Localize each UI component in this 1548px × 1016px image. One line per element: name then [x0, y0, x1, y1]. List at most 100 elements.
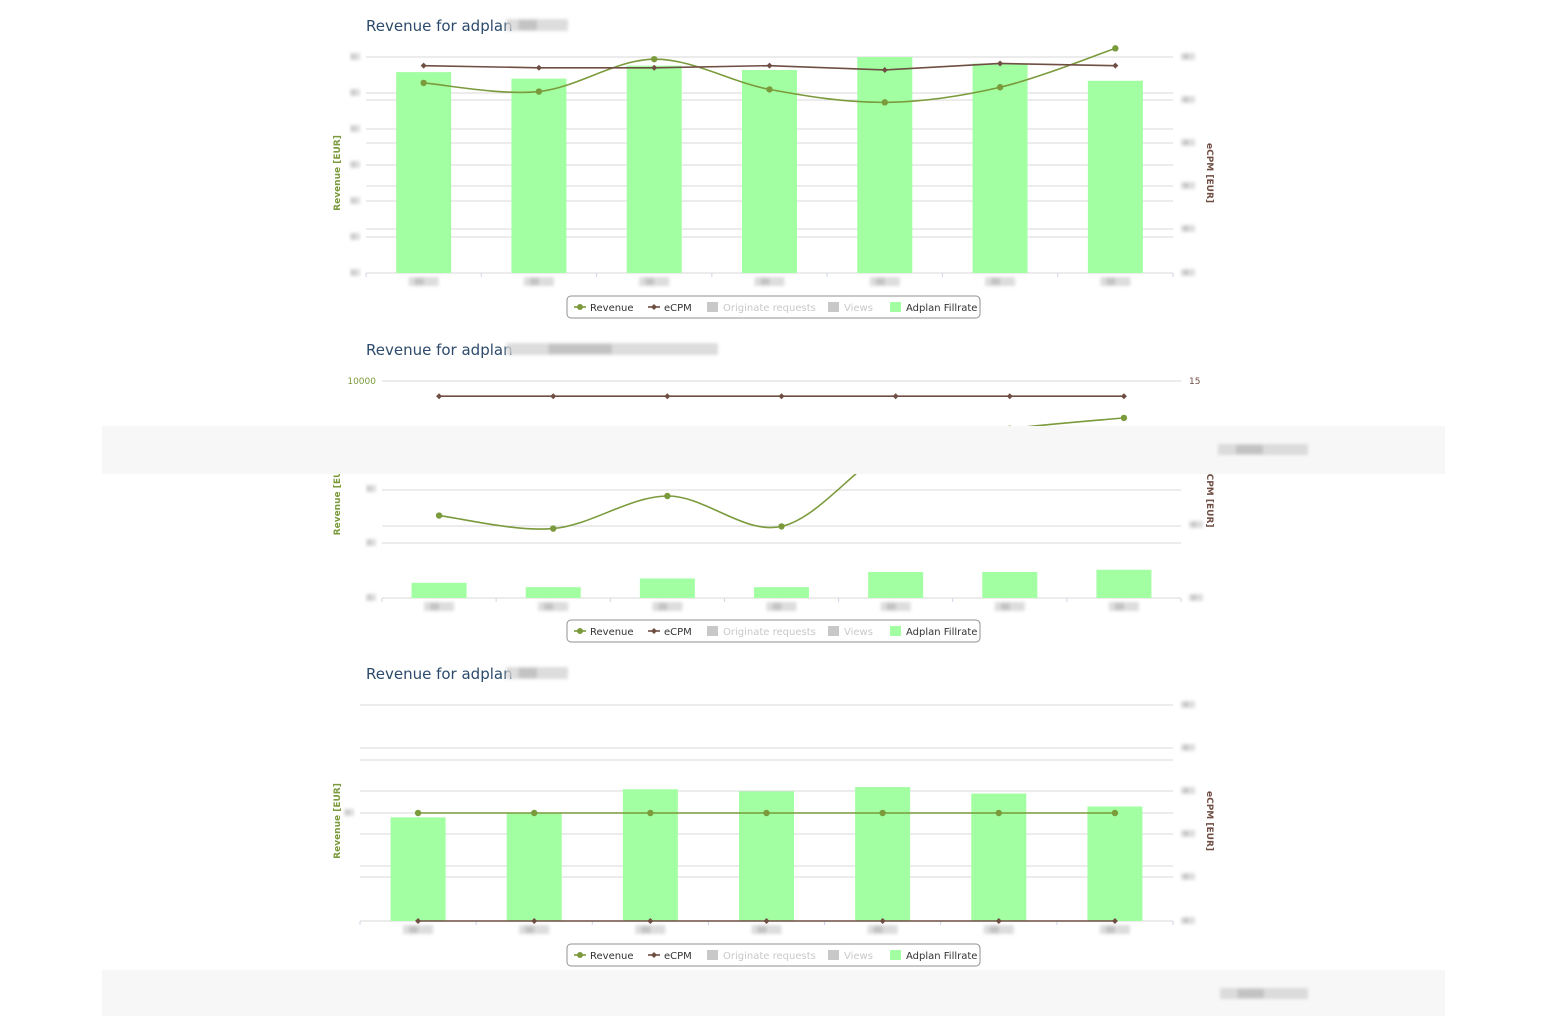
legend-item-views[interactable]: Views [828, 950, 873, 962]
revenue-point[interactable] [766, 86, 773, 93]
legend-item-adplan-fillrate[interactable]: Adplan Fillrate [890, 302, 977, 314]
y-axis-left [344, 809, 354, 816]
legend-item-adplan-fillrate[interactable]: Adplan Fillrate [890, 626, 977, 638]
ecpm-point[interactable] [415, 918, 422, 924]
legend-item-adplan-fillrate[interactable]: Adplan Fillrate [890, 950, 977, 962]
y2-tick-label [1181, 53, 1195, 60]
legend-item-originate-requests[interactable]: Originate requests [707, 626, 816, 638]
fillrate-bar[interactable] [855, 787, 911, 921]
fillrate-bar[interactable] [396, 72, 452, 274]
chart-2: Revenue for adplan 10000 15 Revenue [EUR] eC… [333, 341, 1214, 643]
y-tick-label [366, 594, 376, 601]
ecpm-point[interactable] [892, 393, 899, 400]
chart-title-text: Revenue for adplan [366, 341, 513, 359]
x-tick-label [751, 925, 782, 934]
ecpm-point[interactable] [997, 60, 1004, 67]
ecpm-point[interactable] [420, 62, 427, 69]
fillrate-bar[interactable] [390, 817, 446, 921]
ecpm-series [420, 60, 1119, 73]
legend-item-originate-requests[interactable]: Originate requests [707, 950, 816, 962]
fillrate-bar[interactable] [639, 578, 695, 598]
y-tick-label [350, 125, 360, 132]
legend: Revenue eCPM Originate requests Views Adplan… [566, 295, 981, 319]
redacted-adplan-name [506, 19, 568, 31]
ecpm-point[interactable] [647, 918, 654, 924]
ecpm-point[interactable] [1120, 393, 1127, 400]
revenue-point[interactable] [664, 492, 671, 500]
ecpm-point[interactable] [531, 918, 538, 924]
y-tick-label [350, 269, 360, 276]
revenue-point[interactable] [1120, 414, 1128, 422]
revenue-point[interactable] [995, 809, 1002, 817]
fillrate-bar[interactable] [754, 587, 809, 598]
legend-item-ecpm[interactable]: eCPM [648, 627, 692, 638]
ecpm-point[interactable] [651, 64, 658, 71]
ecpm-point[interactable] [881, 66, 888, 73]
ecpm-point[interactable] [535, 64, 542, 71]
fillrate-bar[interactable] [525, 587, 581, 598]
revenue-point[interactable] [647, 809, 654, 817]
fillrate-bar[interactable] [972, 63, 1028, 274]
fillrate-bar[interactable] [982, 571, 1038, 598]
legend-item-views[interactable]: Views [828, 626, 873, 638]
revenue-point[interactable] [651, 55, 658, 63]
legend-item-ecpm[interactable]: eCPM [648, 303, 692, 314]
legend-label: Originate requests [723, 303, 816, 314]
y-tick-label [350, 233, 360, 240]
legend-item-revenue[interactable]: Revenue [574, 627, 634, 638]
fillrate-bar[interactable] [622, 789, 678, 921]
revenue-point[interactable] [420, 79, 427, 87]
ecpm-point[interactable] [778, 393, 785, 400]
x-axis [365, 273, 1174, 286]
revenue-point[interactable] [778, 523, 785, 530]
revenue-point[interactable] [1111, 809, 1119, 817]
revenue-point[interactable] [881, 99, 888, 106]
ecpm-point[interactable] [995, 918, 1002, 924]
ecpm-point[interactable] [436, 393, 443, 400]
fillrate-bar[interactable] [868, 571, 924, 598]
revenue-point[interactable] [535, 88, 543, 95]
legend-label: eCPM [664, 303, 692, 314]
fillrate-bar[interactable] [511, 78, 567, 273]
fillrate-bar[interactable] [1087, 806, 1143, 921]
legend-item-views[interactable]: Views [828, 302, 873, 314]
ecpm-point[interactable] [1111, 918, 1118, 924]
legend-label: Views [844, 951, 873, 962]
legend-box [566, 943, 981, 967]
y-axis-right [1181, 53, 1195, 276]
ecpm-point[interactable] [879, 918, 886, 924]
legend-item-ecpm[interactable]: eCPM [648, 951, 692, 962]
ecpm-point[interactable] [664, 393, 671, 400]
chart-3: Revenue for adplan Revenue [EUR] eCPM [EUR… [333, 665, 1214, 967]
legend-marker [828, 950, 839, 960]
revenue-point[interactable] [414, 809, 422, 817]
revenue-point[interactable] [996, 84, 1004, 91]
fillrate-bar[interactable] [506, 813, 562, 921]
ecpm-point[interactable] [1006, 393, 1013, 400]
legend-item-originate-requests[interactable]: Originate requests [707, 302, 816, 314]
x-axis [381, 598, 1182, 611]
x-tick-label [519, 925, 550, 934]
revenue-point[interactable] [1112, 45, 1119, 52]
fillrate-bar[interactable] [411, 582, 467, 598]
ecpm-point[interactable] [763, 918, 770, 924]
legend-label: Originate requests [723, 627, 816, 638]
chart-title: Revenue for adplan [366, 665, 568, 683]
revenue-point[interactable] [435, 512, 443, 519]
ecpm-point[interactable] [766, 62, 773, 69]
revenue-point[interactable] [879, 809, 886, 817]
fillrate-bar[interactable] [626, 65, 682, 273]
legend-item-revenue[interactable]: Revenue [574, 303, 634, 314]
fillrate-bar[interactable] [857, 57, 913, 273]
revenue-point[interactable] [531, 809, 538, 817]
fillrate-bar[interactable] [1096, 569, 1152, 598]
ecpm-point[interactable] [1112, 62, 1119, 69]
fillrate-bar[interactable] [1087, 80, 1143, 273]
x-tick-label [523, 277, 554, 286]
legend-item-revenue[interactable]: Revenue [574, 951, 634, 962]
y-axis-left [350, 53, 360, 276]
revenue-point[interactable] [550, 525, 557, 532]
revenue-point[interactable] [763, 809, 770, 817]
fillrate-bar[interactable] [742, 69, 797, 274]
ecpm-point[interactable] [550, 393, 557, 400]
